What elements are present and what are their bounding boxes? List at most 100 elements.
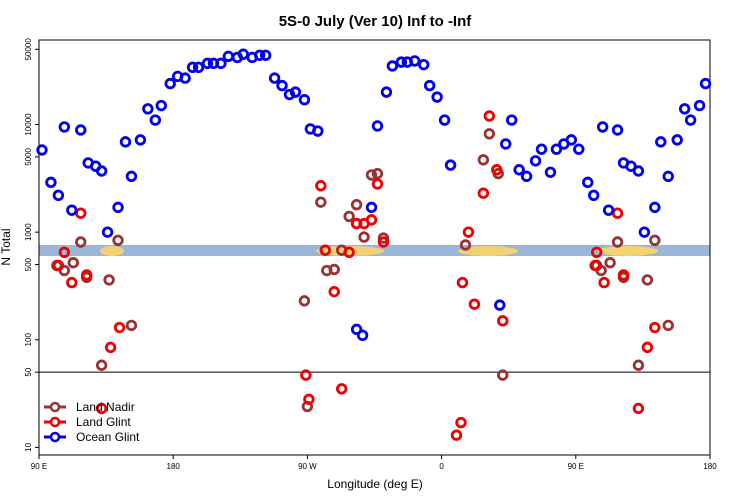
point [456,276,469,289]
point [371,167,384,180]
point [641,274,654,286]
y-tick-label: 10000 [24,113,33,136]
point [497,369,509,381]
y-tick-label: 10 [24,442,33,451]
legend-marker [49,431,61,443]
point [380,86,393,98]
point [596,121,609,133]
point [625,160,637,172]
point [699,77,712,90]
point [641,341,654,354]
point [611,124,624,136]
point [409,55,421,67]
y-tick-label: 500 [24,257,33,271]
point [125,170,138,183]
point [253,49,266,61]
point [477,154,490,166]
point [589,259,601,272]
legend-marker [49,401,61,413]
point [395,56,408,68]
point [113,321,126,334]
point [649,201,661,214]
point [505,114,518,126]
point [155,99,167,112]
point [377,236,390,248]
point [632,402,645,415]
point [483,128,496,140]
point [365,169,378,181]
point [565,134,578,146]
point [356,329,369,342]
point [164,77,176,90]
point [377,232,390,244]
point [684,114,697,126]
point [237,48,249,60]
point [125,319,138,332]
point [371,120,384,132]
point [386,60,399,72]
point [149,114,162,126]
point [662,170,674,183]
point [119,136,132,148]
point [611,207,624,219]
y-tick-label: 5000 [24,147,33,165]
point [693,99,706,112]
point [66,204,78,216]
point [438,114,451,126]
point [573,143,585,155]
point [459,239,472,251]
point [477,187,490,199]
point [259,49,272,61]
point [671,134,683,146]
y-tick-label: 50000 [24,38,33,61]
point [222,50,235,63]
point [75,207,87,219]
point [358,231,370,243]
y-tick-label: 100 [24,333,33,347]
series [51,128,674,413]
point [632,359,645,371]
point [544,166,557,178]
point [276,79,288,92]
x-tick-label: 90 E [568,462,584,471]
point [303,393,315,405]
point [36,144,48,156]
y-tick-label: 50 [24,367,33,376]
point [58,121,71,133]
point [67,257,79,269]
point [328,263,340,276]
point [494,299,506,311]
point [283,88,296,101]
point [343,246,355,258]
point [112,201,124,214]
point [45,176,57,189]
point [103,274,115,286]
point [319,244,331,256]
point [617,269,630,281]
point [134,134,147,146]
point [312,125,324,137]
legend-label: Land Nadir [76,400,135,414]
point [444,159,457,171]
point [602,204,615,216]
point [52,189,65,201]
point [298,94,311,106]
point [268,72,281,84]
point [179,72,191,84]
point [192,61,205,74]
x-tick-label: 180 [167,462,181,471]
point [604,257,616,269]
x-tick-label: 90 W [298,462,317,471]
point [365,201,378,214]
point [81,269,93,281]
legend-label: Land Glint [76,415,131,429]
point [520,170,533,183]
point [590,246,603,258]
x-tick-label: 180 [703,462,717,471]
point [587,189,600,201]
point [598,276,610,289]
y-axis-label: N Total [0,228,13,265]
point [632,165,645,177]
point [491,164,503,176]
